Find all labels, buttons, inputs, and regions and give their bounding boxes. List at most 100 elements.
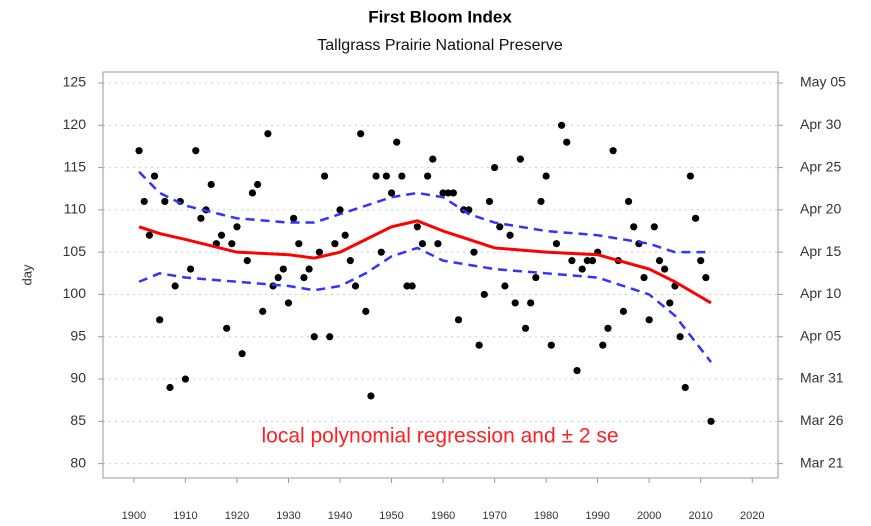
point bbox=[408, 282, 416, 290]
y-tick-label: 125 bbox=[63, 74, 87, 90]
point bbox=[537, 197, 545, 206]
point bbox=[604, 324, 612, 332]
point bbox=[645, 316, 653, 324]
x-tick-label: 1970 bbox=[482, 510, 506, 522]
y-tick-label: 120 bbox=[63, 116, 87, 132]
point bbox=[655, 257, 664, 265]
point bbox=[228, 240, 236, 248]
y-axis-label: day bbox=[19, 264, 34, 285]
point bbox=[166, 383, 174, 392]
point bbox=[351, 282, 360, 290]
y-tick-label: 105 bbox=[63, 243, 87, 259]
y-tick-label: 95 bbox=[70, 327, 86, 343]
point bbox=[336, 206, 344, 214]
point bbox=[429, 155, 437, 163]
lower-band bbox=[138, 246, 713, 363]
point bbox=[357, 130, 365, 138]
point bbox=[583, 257, 591, 265]
point bbox=[444, 189, 452, 197]
point bbox=[290, 214, 298, 222]
point bbox=[521, 324, 530, 332]
point bbox=[156, 316, 164, 324]
point bbox=[341, 231, 349, 239]
point bbox=[387, 189, 396, 197]
x-tick-label: 1910 bbox=[173, 510, 197, 522]
point bbox=[557, 121, 566, 129]
point bbox=[253, 180, 262, 189]
point bbox=[449, 189, 457, 197]
point bbox=[223, 324, 231, 332]
point bbox=[243, 257, 251, 265]
point bbox=[527, 299, 535, 307]
annotation: local polynomial regression and ± 2 se bbox=[261, 425, 618, 448]
point bbox=[403, 282, 411, 290]
point bbox=[542, 172, 550, 180]
point bbox=[284, 299, 293, 307]
y2-tick-label: Apr 05 bbox=[800, 327, 841, 343]
x-tick-label: 2020 bbox=[740, 510, 764, 522]
x-tick-label: 1980 bbox=[534, 510, 558, 522]
point bbox=[326, 333, 334, 341]
point bbox=[676, 333, 684, 341]
point bbox=[233, 223, 241, 231]
point bbox=[310, 333, 318, 341]
chart-title: First Bloom Index bbox=[368, 7, 512, 26]
point bbox=[439, 189, 447, 197]
point bbox=[480, 290, 488, 299]
point bbox=[300, 273, 308, 282]
point bbox=[192, 147, 200, 155]
point bbox=[377, 248, 385, 256]
point bbox=[315, 248, 324, 256]
x-tick-label: 2000 bbox=[637, 510, 661, 522]
point bbox=[161, 197, 169, 206]
point bbox=[424, 172, 432, 180]
y-tick-label: 100 bbox=[63, 285, 87, 301]
point bbox=[295, 240, 303, 248]
y2-tick-label: Apr 25 bbox=[800, 158, 841, 174]
point bbox=[150, 172, 159, 180]
point bbox=[506, 231, 514, 239]
y-tick-label: 85 bbox=[70, 412, 86, 428]
point bbox=[702, 273, 710, 282]
y2-tick-label: Apr 30 bbox=[800, 116, 841, 132]
point bbox=[578, 265, 586, 273]
point bbox=[181, 375, 190, 383]
x-tick-label: 1920 bbox=[225, 510, 249, 522]
point bbox=[217, 231, 226, 239]
point bbox=[372, 172, 380, 180]
point bbox=[516, 155, 524, 163]
point bbox=[568, 257, 576, 265]
y2-tick-label: May 05 bbox=[800, 74, 846, 90]
point bbox=[320, 172, 329, 180]
point bbox=[691, 214, 700, 222]
x-tick-label: 1900 bbox=[122, 510, 146, 522]
y2-tick-label: Apr 20 bbox=[800, 201, 841, 217]
point bbox=[547, 341, 555, 349]
y-tick-label: 80 bbox=[70, 454, 86, 470]
point bbox=[501, 282, 509, 290]
fit-line bbox=[138, 219, 712, 305]
point bbox=[248, 189, 257, 197]
point bbox=[599, 341, 607, 349]
point bbox=[207, 180, 215, 189]
point bbox=[491, 163, 499, 172]
point bbox=[398, 172, 406, 180]
point bbox=[532, 273, 540, 282]
point bbox=[259, 307, 267, 315]
x-tick-label: 1960 bbox=[431, 510, 455, 522]
point bbox=[135, 147, 143, 155]
point bbox=[661, 265, 669, 273]
point bbox=[418, 240, 427, 248]
point bbox=[609, 147, 617, 155]
point bbox=[305, 265, 313, 273]
point bbox=[511, 299, 519, 307]
x-tick-label: 1990 bbox=[585, 510, 609, 522]
point bbox=[331, 240, 339, 248]
y2-tick-label: Mar 21 bbox=[800, 454, 844, 470]
point bbox=[238, 350, 246, 358]
y2-tick-label: Mar 26 bbox=[800, 412, 844, 428]
point bbox=[393, 138, 401, 146]
point bbox=[367, 392, 375, 400]
y-tick-label: 115 bbox=[64, 158, 87, 174]
